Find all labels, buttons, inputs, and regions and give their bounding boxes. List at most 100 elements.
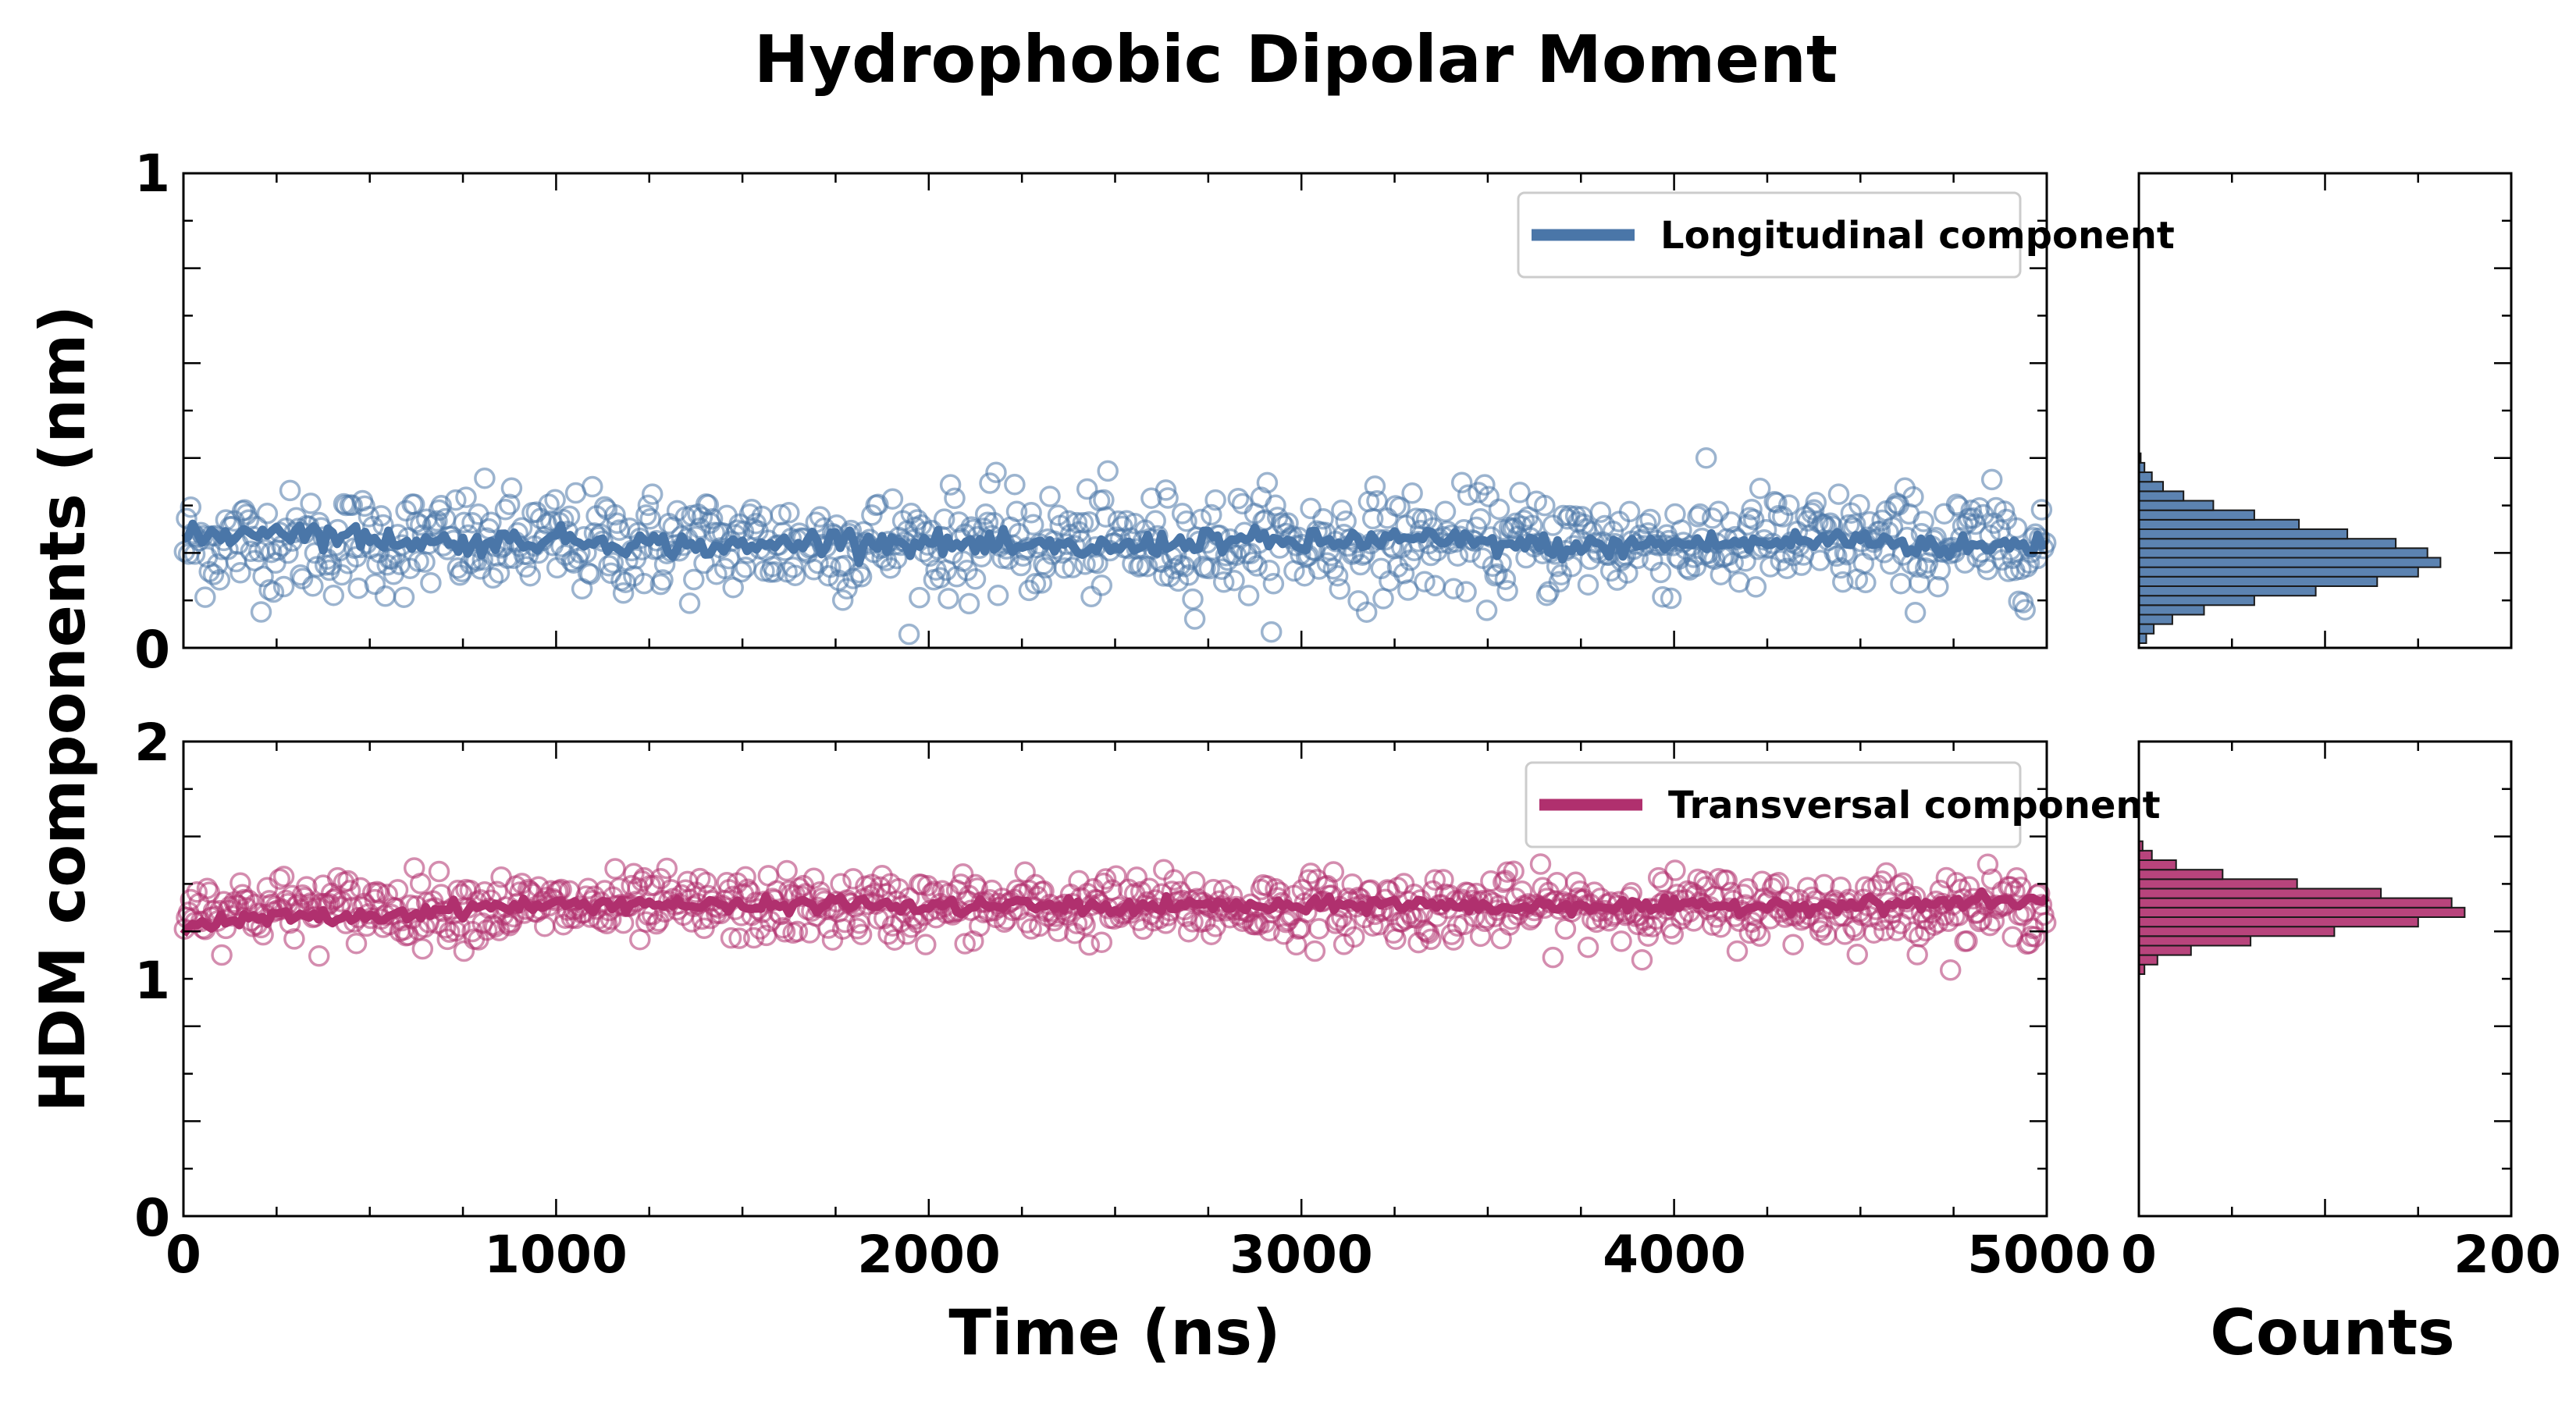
scatter-point (430, 494, 452, 517)
scatter-point (821, 929, 844, 951)
scatter-point (1094, 506, 1117, 528)
scatter-point (579, 563, 601, 585)
panel-transversal: 0 1 2 Transversal component (134, 713, 2160, 1248)
scatter-point (345, 932, 368, 955)
scatter-point (836, 578, 858, 600)
scatter-point (1980, 468, 2003, 491)
hist-bar (2138, 557, 2442, 568)
panel-longitudinal: 0 1 Longitudinal component (134, 144, 2175, 680)
scatter-point (1848, 494, 1870, 516)
scatter-point (262, 581, 285, 603)
scatter-point (1935, 866, 1958, 889)
scatter-point (784, 564, 806, 586)
scatter-point (426, 510, 448, 532)
hist-bar (2138, 614, 2173, 625)
scatter-point (1687, 506, 1709, 528)
scatter-point (1201, 503, 1222, 526)
scatter-point (713, 557, 736, 580)
scatter-point (1262, 573, 1285, 595)
y-tick-label: 0 (134, 1188, 170, 1248)
scatter-point (1494, 568, 1517, 590)
scatter-point (674, 879, 696, 902)
scatter-point (831, 589, 854, 611)
scatter-point (1450, 471, 1473, 493)
scatter-point (1256, 471, 1279, 494)
scatter-point (1956, 930, 1978, 952)
scatter-point (678, 592, 701, 614)
scatter-point (1664, 859, 1686, 881)
scatter-point (1577, 936, 1599, 959)
scatter-point (1469, 925, 1492, 948)
x-tick-label: 5000 (1967, 1225, 2111, 1285)
scatter-point (1469, 508, 1492, 530)
scatter-point (1631, 948, 1653, 971)
scatter-point (881, 488, 904, 510)
hist-bar (2138, 538, 2397, 550)
hist-x-tick-label: 200 (2453, 1225, 2561, 1285)
scatter-point (1237, 585, 1260, 606)
scatter-point (272, 866, 295, 887)
scatter-point (1091, 931, 1113, 953)
scatter-point (1343, 926, 1365, 948)
scatter-point (809, 506, 831, 528)
y-tick-label: 1 (134, 144, 170, 204)
scatter-point (1246, 555, 1268, 577)
scatter-point (1157, 487, 1179, 509)
hist-bar (2138, 509, 2255, 521)
scatter-point (1510, 880, 1533, 902)
scatter-point (180, 496, 202, 518)
scatter-point (1183, 870, 1206, 893)
scatter-point (786, 920, 809, 943)
scatter-point (1386, 556, 1409, 578)
scatter-point (331, 564, 353, 586)
scatter-point (1863, 922, 1885, 944)
hist-bar (2138, 926, 2336, 937)
scatter-point (1397, 579, 1419, 601)
scatter-point (602, 552, 624, 574)
hist-bar (2138, 906, 2466, 919)
scatter-point (1014, 861, 1036, 883)
scatter-point (1304, 940, 1326, 962)
scatter-point (1343, 542, 1365, 564)
scatter-point (782, 557, 804, 578)
hist-bar (2138, 954, 2158, 966)
scatter-point (1979, 914, 2001, 937)
scatter-point (308, 945, 330, 967)
scatter-point (445, 489, 467, 511)
scatter-point (1830, 557, 1852, 579)
scatter-point (1639, 508, 1661, 531)
scatter-point (1649, 561, 1672, 584)
hist-bar (2138, 518, 2300, 530)
scatter-point (482, 567, 504, 589)
hist-bar (2138, 623, 2155, 635)
scatter-point (1759, 556, 1781, 578)
scatter-point (1372, 588, 1394, 610)
scatter-point (538, 493, 560, 515)
scatter-point (1710, 564, 1732, 585)
scatter-point (1945, 493, 1968, 515)
scatter-point (445, 919, 467, 942)
scatter-point (909, 586, 930, 609)
scatter-point (474, 467, 496, 489)
scatter-point (1617, 562, 1638, 584)
scatter-point (269, 868, 291, 890)
hist-transversal (2137, 740, 2513, 1218)
scatter-point (1766, 492, 1788, 514)
scatter-point (1039, 486, 1061, 507)
scatter-point (1405, 507, 1428, 529)
scatter-point (938, 588, 959, 610)
scatter-point (1326, 564, 1349, 587)
scatter-point (302, 574, 324, 597)
scatter-point (656, 857, 678, 880)
scatter-point (1420, 928, 1442, 951)
scatter-point (1560, 556, 1583, 578)
scatter-point (339, 880, 361, 902)
scatter-point (393, 586, 415, 608)
scatter-point (252, 923, 274, 946)
hist-bar (2138, 878, 2298, 890)
scatter-point (1350, 553, 1372, 576)
scatter-point (1047, 504, 1069, 526)
scatter-point (202, 564, 225, 585)
scatter-point (1420, 544, 1442, 567)
scatter-point (1695, 446, 1717, 469)
